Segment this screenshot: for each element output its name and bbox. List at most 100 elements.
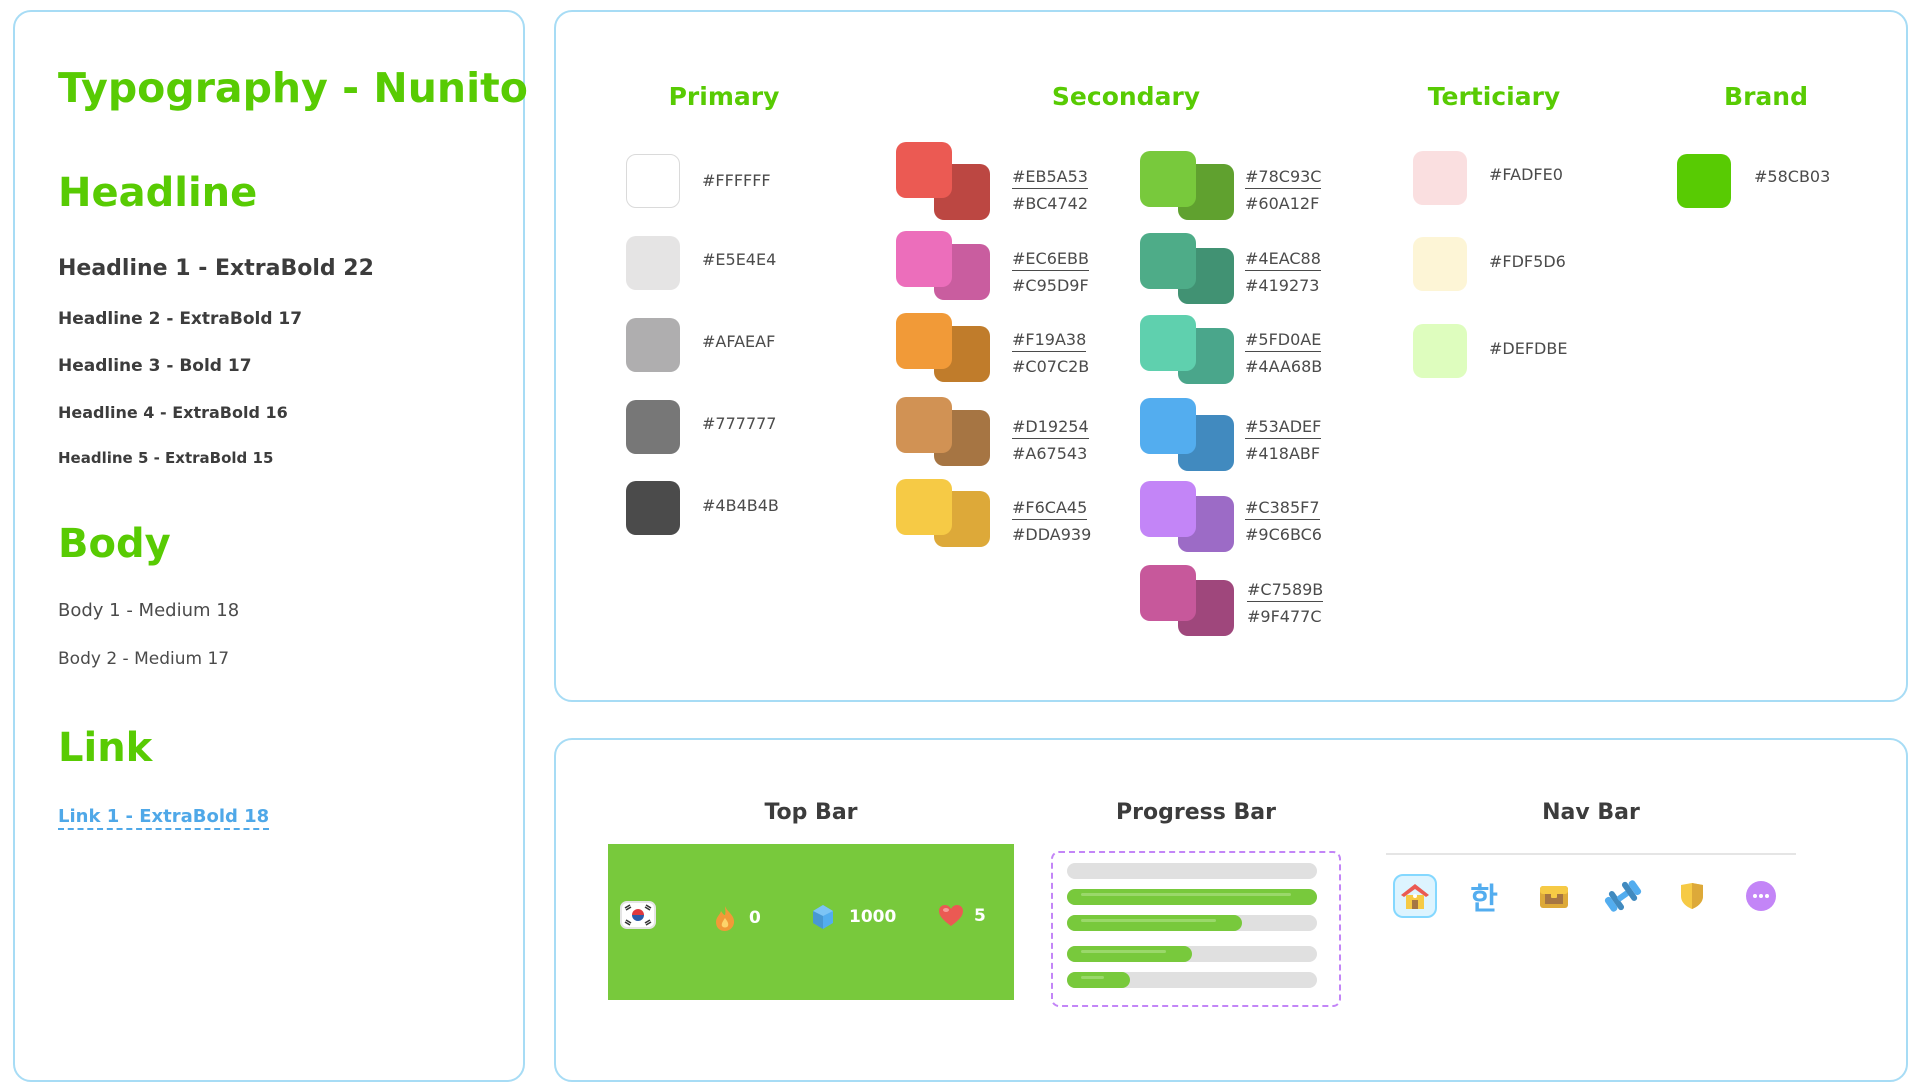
hex-label: #FADFE0 (1489, 165, 1563, 184)
top-bar: 0 1000 5 (608, 844, 1014, 1000)
color-swatch-light (1140, 315, 1196, 371)
hex-label: #EB5A53 (1012, 167, 1088, 189)
hex-label: #FFFFFF (702, 171, 771, 190)
hex-label: #F6CA45 (1012, 498, 1088, 520)
hangul-icon: 한 (1470, 882, 1498, 917)
hex-label: #C07C2B (1012, 357, 1090, 376)
hex-label: #777777 (702, 414, 777, 433)
navbar-heading: Nav Bar (1542, 800, 1640, 825)
progress-bar (1067, 889, 1317, 905)
course-flag-button[interactable] (620, 901, 656, 929)
hex-label: #60A12F (1245, 194, 1320, 213)
hex-label: #DEFDBE (1489, 339, 1568, 358)
color-swatch (1413, 151, 1467, 205)
hex-label: #419273 (1245, 276, 1320, 295)
home-icon (1401, 884, 1429, 909)
colors-panel: Primary Secondary Terticiary Brand #FFFF… (554, 10, 1908, 702)
hex-label: #418ABF (1245, 444, 1321, 463)
color-swatch-light (1140, 481, 1196, 537)
color-swatch-light (896, 479, 952, 535)
progress-fill (1067, 915, 1242, 931)
hearts-count: 5 (974, 906, 986, 926)
hex-label: #5FD0AE (1245, 330, 1322, 352)
link-1-sample[interactable]: Link 1 - ExtraBold 18 (58, 806, 270, 830)
hex-label: #BC4742 (1012, 194, 1088, 213)
progress-shine (1081, 919, 1216, 922)
body-1-sample: Body 1 - Medium 18 (58, 600, 240, 621)
color-swatch (626, 481, 680, 535)
body-2-sample: Body 2 - Medium 17 (58, 649, 230, 669)
headline-1-sample: Headline 1 - ExtraBold 22 (58, 256, 374, 281)
hex-label: #EC6EBB (1012, 249, 1089, 271)
hex-label: #D19254 (1012, 417, 1089, 439)
progress-bar (1067, 915, 1317, 931)
progress-fill (1067, 972, 1130, 988)
progress-shine (1081, 950, 1166, 953)
hex-label: #C95D9F (1012, 276, 1089, 295)
typography-panel: Typography - Nunito Headline Headline 1 … (13, 10, 528, 1082)
progress-bar (1067, 863, 1317, 879)
nav-home-button[interactable] (1393, 874, 1437, 918)
nav-leagues-button[interactable] (1670, 874, 1714, 918)
headline-2-sample: Headline 2 - ExtraBold 17 (58, 309, 303, 329)
color-swatch-light (1140, 398, 1196, 454)
body-section-title: Body (58, 521, 171, 567)
streak-count: 0 (749, 908, 761, 928)
progress-shine (1081, 976, 1104, 979)
progress-bar-group (1051, 851, 1341, 1007)
progress-shine (1081, 893, 1291, 896)
shield-icon (1681, 883, 1703, 909)
color-swatch (1413, 237, 1467, 291)
progressbar-heading: Progress Bar (1116, 800, 1276, 825)
color-swatch (626, 236, 680, 290)
heart-icon (939, 905, 963, 926)
tertiary-heading: Terticiary (1427, 82, 1561, 111)
primary-heading: Primary (668, 82, 780, 111)
color-swatch (1677, 154, 1731, 208)
topbar-heading: Top Bar (764, 800, 858, 825)
flame-icon (716, 906, 735, 931)
hex-label: #58CB03 (1754, 167, 1831, 186)
progress-fill (1067, 889, 1317, 905)
more-icon (1746, 881, 1776, 911)
hex-label: #DDA939 (1012, 525, 1092, 544)
streak-counter[interactable]: 0 (713, 904, 761, 932)
secondary-heading: Secondary (1051, 82, 1201, 111)
hex-label: #C7589B (1247, 580, 1324, 602)
nav-chest-button[interactable] (1532, 874, 1576, 918)
progress-bar (1067, 946, 1317, 962)
hex-label: #4AA68B (1245, 357, 1323, 376)
gems-count: 1000 (849, 907, 897, 927)
headline-section-title: Headline (58, 170, 258, 216)
gems-counter[interactable]: 1000 (811, 904, 896, 930)
typography-title: Typography - Nunito (58, 64, 528, 112)
hex-label: #F19A38 (1012, 330, 1087, 352)
brand-heading: Brand (1724, 82, 1808, 111)
hex-label: #E5E4E4 (702, 250, 777, 269)
hex-label: #AFAEAF (702, 332, 776, 351)
hex-label: #C385F7 (1245, 498, 1320, 520)
treasure-chest-icon (1540, 886, 1568, 908)
hex-label: #9F477C (1247, 607, 1322, 626)
nav-practice-button[interactable] (1601, 874, 1645, 918)
color-swatch (1413, 324, 1467, 378)
gem-icon (813, 905, 833, 929)
progress-bar (1067, 972, 1317, 988)
hex-label: #53ADEF (1245, 417, 1322, 439)
hex-label: #A67543 (1012, 444, 1088, 463)
nav-bar-divider (1386, 853, 1796, 855)
link-section-title: Link (58, 725, 153, 771)
nav-more-button[interactable] (1739, 874, 1783, 918)
color-swatch-light (1140, 565, 1196, 621)
headline-4-sample: Headline 4 - ExtraBold 16 (58, 403, 288, 422)
color-swatch (626, 400, 680, 454)
nav-letters-button[interactable]: 한 (1462, 874, 1506, 918)
components-panel: Top Bar Progress Bar Nav Bar 0 (554, 738, 1908, 1082)
headline-5-sample: Headline 5 - ExtraBold 15 (58, 449, 274, 467)
headline-3-sample: Headline 3 - Bold 17 (58, 356, 252, 376)
color-swatch (626, 318, 680, 372)
color-swatch-light (1140, 151, 1196, 207)
hex-label: #FDF5D6 (1489, 252, 1566, 271)
color-swatch (626, 154, 680, 208)
hearts-counter[interactable]: 5 (938, 904, 986, 928)
